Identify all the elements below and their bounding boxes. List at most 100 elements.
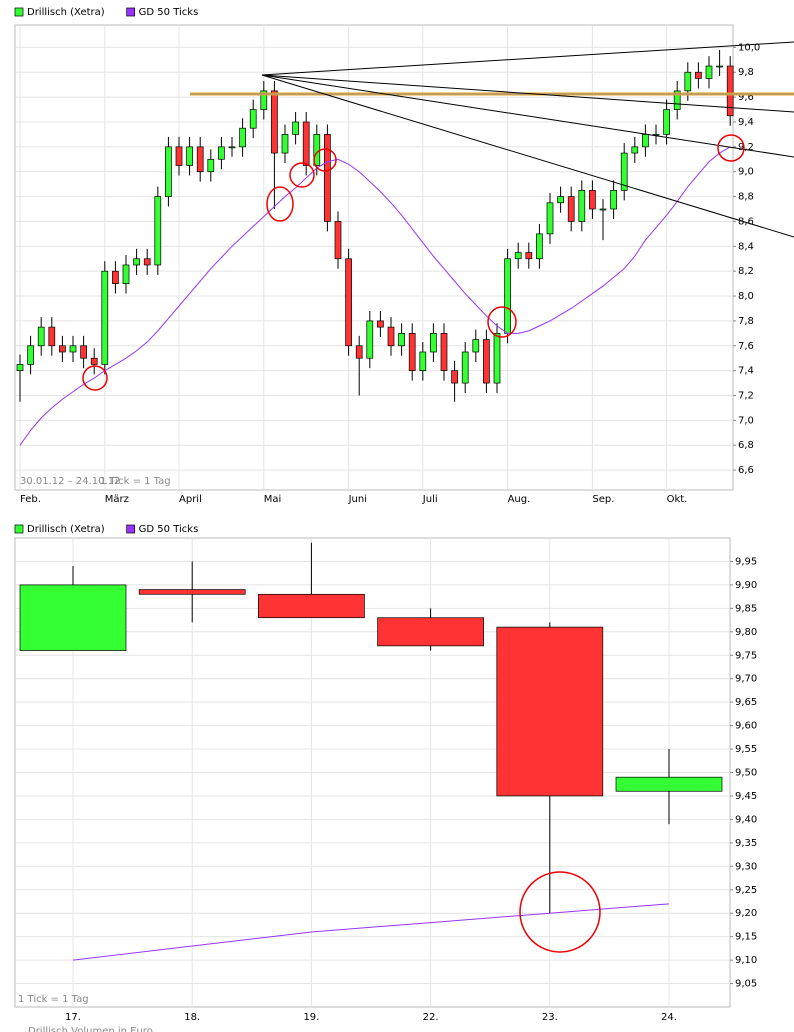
y-tick-label: 8,4: [738, 241, 754, 252]
y-tick-label: 6,8: [738, 440, 754, 451]
candle-body: [663, 109, 670, 135]
y-tick-label: 7,0: [738, 415, 754, 426]
candle-body: [557, 196, 564, 204]
x-tick-label: April: [179, 494, 202, 505]
candle-body: [37, 326, 45, 347]
candle-body: [143, 258, 151, 266]
x-tick-label: 22.: [423, 1012, 439, 1023]
legend-label: Drillisch (Xetra): [27, 7, 105, 18]
candle-body: [16, 364, 24, 371]
candle-body: [615, 776, 723, 792]
candle-body: [196, 146, 204, 173]
circle-marker: [313, 148, 337, 172]
legend-label: Drillisch (Xetra): [27, 524, 105, 535]
y-tick-label: 9,15: [735, 932, 757, 943]
candle-body: [483, 339, 490, 384]
candle-body: [493, 332, 501, 384]
y-tick-label: 9,30: [735, 861, 757, 872]
candle-body: [589, 190, 596, 210]
y-tick-label: 9,10: [735, 955, 757, 966]
candle-body: [504, 258, 511, 334]
candle-body: [684, 71, 692, 92]
candle-body: [175, 146, 183, 166]
candle-body: [430, 332, 437, 353]
candle-body: [546, 202, 554, 235]
y-tick-label: 9,2: [738, 142, 754, 153]
candle-body: [133, 258, 140, 266]
legend-swatch: [126, 7, 136, 17]
candle-body: [440, 332, 448, 371]
y-tick-label: 7,4: [738, 366, 754, 377]
y-tick-label: 8,0: [738, 291, 754, 302]
annotation: 1 Tick = 1 Tag: [100, 476, 171, 487]
y-tick-label: 7,8: [738, 316, 754, 327]
x-tick-label: 23.: [542, 1012, 558, 1023]
y-tick-label: 9,85: [735, 603, 757, 614]
legend-swatch: [14, 524, 24, 534]
circle-marker: [519, 871, 601, 953]
y-tick-label: 8,8: [738, 192, 754, 203]
annotation: 1 Tick = 1 Tag: [18, 994, 89, 1005]
x-tick-label: 19.: [303, 1012, 319, 1023]
candle-body: [525, 252, 533, 260]
candle-body: [419, 351, 427, 371]
y-tick-label: 9,75: [735, 650, 757, 661]
x-tick-label: Okt.: [667, 494, 688, 505]
legend-swatch: [126, 524, 136, 534]
y-tick-label: 7,6: [738, 341, 754, 352]
candle-body: [302, 121, 310, 166]
candle-body: [451, 370, 458, 384]
x-tick-label: Aug.: [508, 494, 531, 505]
circle-marker: [289, 162, 315, 188]
ma-line: [19, 146, 731, 446]
x-tick-label: 18.: [184, 1012, 200, 1023]
annotation: 30.01.12 – 24.10.12: [20, 476, 120, 487]
x-tick-label: 24.: [661, 1012, 677, 1023]
plot-frame: [14, 24, 734, 491]
y-tick-label: 9,65: [735, 697, 757, 708]
candle-body: [292, 121, 299, 135]
annotation: Drillisch Volumen in Euro: [28, 1026, 153, 1032]
x-tick-label: Sep.: [592, 494, 614, 505]
candle-body: [27, 345, 34, 365]
x-tick-label: 17.: [65, 1012, 81, 1023]
candle-body: [218, 146, 225, 160]
candle-body: [631, 146, 639, 154]
candle-body: [59, 345, 66, 353]
y-tick-label: 9,55: [735, 744, 757, 755]
x-tick-label: Juli: [422, 494, 438, 505]
candle-body: [228, 146, 236, 149]
x-tick-label: Mai: [264, 494, 282, 505]
candle-body: [207, 158, 215, 173]
y-tick-label: 7,2: [738, 391, 754, 402]
candle-body: [324, 134, 331, 222]
candle-body: [673, 90, 681, 110]
y-tick-label: 9,90: [735, 580, 757, 591]
candle-body: [122, 264, 130, 284]
y-tick-label: 9,4: [738, 117, 754, 128]
circle-marker: [82, 365, 108, 391]
candle-body: [705, 65, 713, 79]
y-tick-label: 9,05: [735, 979, 757, 990]
candle-body: [408, 332, 416, 371]
candle-body: [377, 320, 384, 328]
candle-body: [154, 196, 162, 266]
candle-body: [19, 584, 127, 651]
legend-swatch: [14, 7, 24, 17]
x-tick-label: März: [105, 494, 129, 505]
y-tick-label: 8,2: [738, 266, 754, 277]
candle-body: [695, 71, 702, 79]
candle-body: [186, 146, 193, 166]
candle-body: [578, 190, 586, 222]
circle-marker: [266, 186, 294, 222]
candle-body: [496, 626, 604, 797]
candle-body: [249, 109, 257, 129]
y-tick-label: 9,95: [735, 556, 757, 567]
candle-body: [610, 190, 617, 210]
candle-body: [138, 589, 246, 595]
y-tick-label: 10,0: [738, 42, 760, 53]
candle-body: [716, 65, 723, 68]
y-tick-label: 9,80: [735, 627, 757, 638]
candle-body: [366, 320, 374, 359]
